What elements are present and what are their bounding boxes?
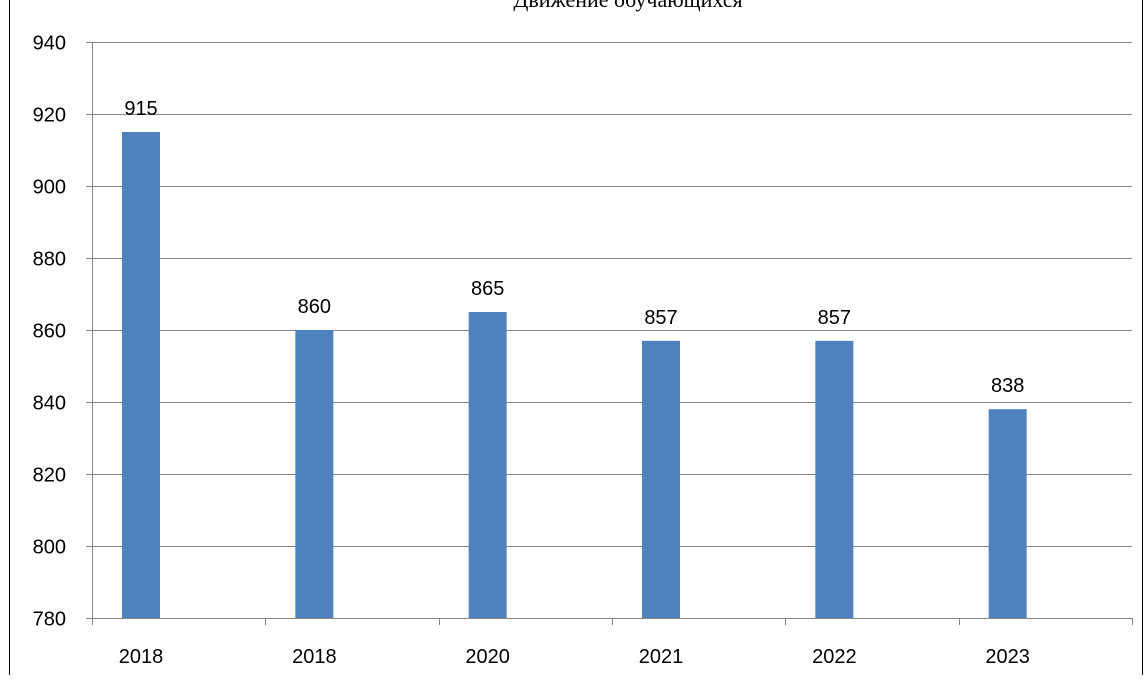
data-label: 838 xyxy=(991,375,1024,397)
y-axis-tick-labels: 780 800 820 840 860 880 900 920 940 xyxy=(33,33,66,631)
bar-2018-1 xyxy=(295,330,334,618)
x-tick-label: 2023 xyxy=(985,646,1030,668)
y-tick-label: 860 xyxy=(33,321,66,343)
y-tick-label: 940 xyxy=(33,33,66,55)
x-tick-label: 2022 xyxy=(812,646,857,668)
data-label: 865 xyxy=(471,278,504,300)
x-axis-tick-labels: 2018 2018 2020 2021 2022 2023 xyxy=(119,646,1030,668)
data-label: 857 xyxy=(818,307,851,329)
y-tick-label: 880 xyxy=(33,249,66,271)
chart-title: Движение обучающихся xyxy=(513,0,742,12)
bar-2023-5 xyxy=(988,409,1027,618)
y-tick-label: 840 xyxy=(33,393,66,415)
y-tick-label: 800 xyxy=(33,537,66,559)
chart-frame xyxy=(9,0,1143,675)
data-label: 915 xyxy=(124,98,157,120)
y-tick-label: 820 xyxy=(33,465,66,487)
bars xyxy=(122,132,1027,618)
gridlines xyxy=(86,42,1132,547)
data-label: 857 xyxy=(644,307,677,329)
bar-2022-4 xyxy=(815,340,854,618)
bar-2018-0 xyxy=(122,132,160,618)
x-tick-label: 2020 xyxy=(465,646,510,668)
data-label: 860 xyxy=(298,296,331,318)
bar-2020-2 xyxy=(468,312,507,618)
x-tick-label: 2018 xyxy=(292,646,337,668)
y-tick-label: 900 xyxy=(33,177,66,199)
y-tick-label: 920 xyxy=(33,105,66,127)
data-labels: 915 860 865 857 857 838 xyxy=(124,98,1024,397)
x-tick-label: 2018 xyxy=(119,646,164,668)
x-tick-label: 2021 xyxy=(639,646,684,668)
y-tick-label: 780 xyxy=(33,609,66,631)
axes xyxy=(86,42,1133,625)
bar-2021-3 xyxy=(642,340,680,618)
